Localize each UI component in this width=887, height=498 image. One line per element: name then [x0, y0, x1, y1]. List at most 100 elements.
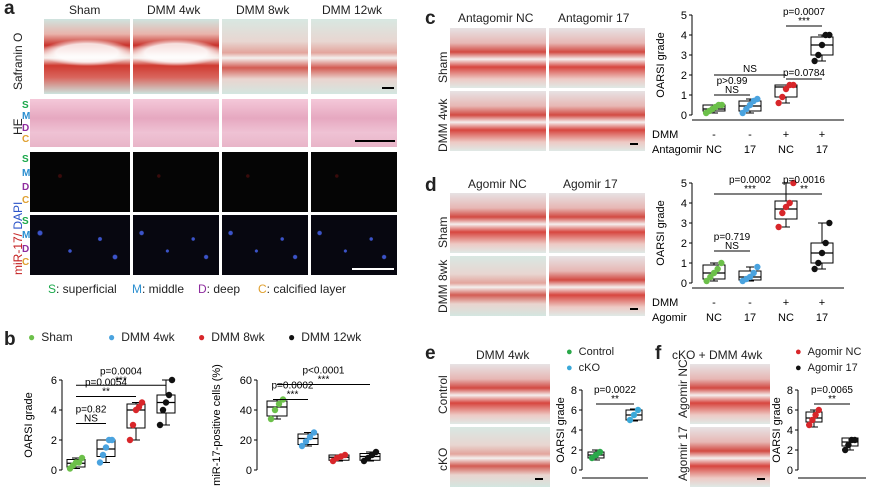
- data-point: [779, 93, 786, 101]
- table-cell: -: [712, 129, 716, 141]
- micrograph-he-dmm4: [133, 99, 219, 147]
- zone-letter: D: [22, 243, 30, 255]
- data-point: [806, 421, 813, 429]
- legend-marker: ●: [28, 330, 36, 344]
- micrograph-c-dmm-nc: [450, 91, 546, 151]
- data-point: [779, 209, 786, 217]
- panel-f-chart: 0 2 4 6 8 OARSI grade **p=0.0065: [771, 385, 866, 479]
- zone-letter: D: [22, 122, 30, 134]
- table-cell: +: [783, 129, 789, 141]
- micrograph-he-dmm12: [311, 99, 397, 147]
- micrograph-dapi-dmm4: [133, 215, 219, 275]
- data-point: [159, 406, 167, 414]
- data-point: [822, 239, 829, 247]
- y-tick-label: 4: [681, 30, 687, 42]
- micrograph-dapi-dmm12: [311, 215, 397, 275]
- data-point: [775, 99, 782, 107]
- y-tick-label: 0: [787, 465, 793, 477]
- y-tick-label: 2: [681, 238, 687, 250]
- zone-legend-item: S: superficial: [48, 282, 117, 296]
- y-axis-label: OARSI grade: [23, 392, 35, 457]
- data-point: [126, 436, 134, 444]
- significance-stars: **: [828, 394, 836, 405]
- col-header-agomir-nc: Agomir NC: [468, 177, 527, 191]
- legend-item: ● Agomir 17: [795, 362, 858, 374]
- zone-letter: C: [22, 257, 30, 269]
- legend-marker: ●: [566, 346, 573, 358]
- data-point: [754, 95, 761, 103]
- p-value: p=0.0004: [100, 366, 142, 377]
- scale-bar: [355, 140, 395, 142]
- significance-stars: ***: [798, 16, 810, 27]
- y-tick-label: 2: [571, 445, 577, 457]
- micrograph-mir-dmm8: [222, 152, 308, 212]
- y-axis-label: OARSI grade: [771, 397, 783, 462]
- legend-label: DMM 4wk: [121, 330, 175, 344]
- table-row-label: DMM: [652, 297, 678, 309]
- legend-marker: ●: [566, 362, 573, 374]
- panel-b-label: b: [4, 329, 16, 350]
- panel-d-label: d: [425, 175, 437, 196]
- row-label-dmm8-d: DMM 8wk: [436, 259, 450, 313]
- zone-letter: S: [22, 154, 29, 165]
- zone-letter: M: [22, 111, 31, 123]
- table-cell: +: [819, 129, 825, 141]
- y-tick-label: 6: [787, 405, 793, 417]
- data-point: [626, 416, 634, 424]
- data-point: [754, 263, 761, 271]
- row-label-sham-d: Sham: [436, 216, 450, 248]
- table-row-label: Agomir: [652, 312, 687, 324]
- micrograph-dapi-dmm8: [222, 215, 308, 275]
- zone-legend-letter: M: [132, 282, 142, 296]
- micrograph-safranin-dmm12: [311, 19, 397, 94]
- row-label-dmm4-c: DMM 4wk: [436, 98, 450, 152]
- col-header-antagomir-17: Antagomir 17: [558, 11, 630, 25]
- legend-item: ● DMM 12wk: [288, 330, 361, 344]
- data-point: [811, 265, 818, 273]
- data-point: [845, 441, 852, 449]
- data-point: [851, 436, 858, 444]
- zone-legend-text: : middle: [142, 282, 185, 296]
- micrograph-f-agomir-17: [690, 427, 770, 487]
- zone-letter: S: [22, 100, 29, 111]
- micrograph-f-agomir-nc: [690, 364, 770, 424]
- panel-e-chart: 0 2 4 6 8 OARSI grade **p=0.0022: [555, 385, 648, 479]
- y-tick-label: 0: [681, 110, 687, 122]
- micrograph-e-cko: [450, 427, 550, 487]
- y-tick-label: 2: [681, 70, 687, 82]
- micrograph-d-dmm-nc: [450, 256, 546, 316]
- data-point: [162, 399, 170, 406]
- table-cell: NC: [706, 312, 722, 324]
- table-row-label: Antagomir: [652, 144, 702, 156]
- significance-stars: NS: [84, 414, 98, 425]
- zone-legend-item: D: deep: [198, 282, 240, 296]
- panel-f-label: f: [655, 343, 662, 364]
- y-tick-label: 8: [787, 385, 793, 397]
- data-point: [811, 57, 818, 65]
- row-label-safranin: Safranin O: [11, 32, 25, 90]
- col-header-dmm8: DMM 8wk: [236, 3, 290, 17]
- data-point: [714, 265, 721, 273]
- legend-label: Sham: [41, 330, 73, 344]
- p-value: p>0.99: [717, 76, 748, 87]
- p-value: p=0.0007: [783, 7, 825, 18]
- micrograph-c-dmm-17: [549, 91, 645, 151]
- y-tick-label: 40: [240, 405, 252, 417]
- significance-stars: NS: [725, 241, 739, 252]
- data-point: [135, 403, 143, 411]
- data-point: [818, 249, 826, 257]
- data-point: [790, 81, 797, 89]
- significance-stars: **: [800, 184, 808, 195]
- zone-legend-text: : calcified layer: [266, 282, 347, 296]
- data-point: [634, 406, 642, 414]
- legend-item: ● Control: [566, 346, 614, 358]
- col-header-dmm4: DMM 4wk: [147, 3, 201, 17]
- data-point: [75, 459, 83, 466]
- y-tick-label: 0: [571, 465, 577, 477]
- data-point: [815, 406, 822, 414]
- scale-bar: [630, 308, 638, 310]
- significance-stars: **: [611, 394, 619, 405]
- y-tick-label: 0: [681, 278, 687, 290]
- zone-letter: D: [22, 181, 30, 193]
